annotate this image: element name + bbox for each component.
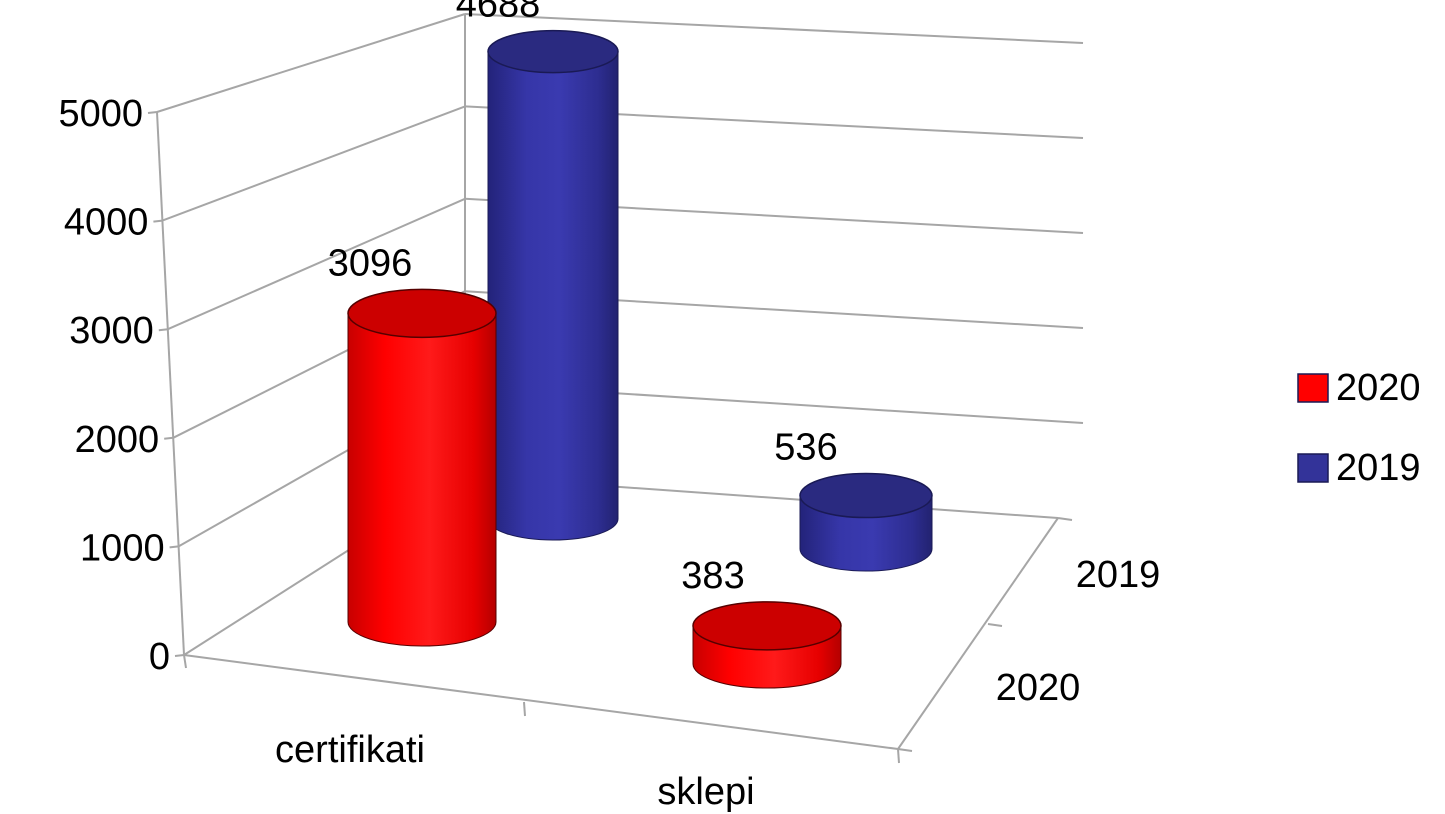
x-tick-mark	[897, 748, 900, 764]
gridline-side	[167, 197, 466, 331]
axis-ticks	[147, 111, 1073, 764]
x-tick-mark	[523, 701, 526, 717]
depth-tick-mark	[1057, 517, 1073, 521]
data-labels: 4688 536 3096 383	[328, 0, 838, 597]
left-axis-line	[156, 111, 185, 656]
bars	[347, 29, 933, 689]
data-label: 4688	[456, 0, 541, 26]
bar-cylinder-top	[347, 288, 497, 339]
y-tick-mark	[158, 328, 168, 332]
legend-label: 2020	[1336, 367, 1421, 409]
floor-front-edge	[183, 654, 899, 750]
floor-right-edge	[897, 517, 1059, 750]
x-tick-mark	[183, 654, 187, 669]
y-tick-label: 2000	[75, 419, 160, 461]
y-tick-mark	[164, 436, 174, 440]
category-label: sklepi	[657, 771, 754, 813]
bar-cylinder-top	[799, 472, 933, 519]
gridline-back	[464, 13, 1084, 44]
legend-swatch	[1297, 373, 1329, 403]
depth-tick-mark	[897, 748, 913, 752]
y-tick-label: 3000	[69, 310, 154, 352]
bar-cylinder-top	[692, 601, 842, 651]
legend-label: 2019	[1336, 447, 1421, 489]
y-tick-label: 0	[149, 636, 170, 678]
data-label: 536	[774, 427, 837, 469]
data-label: 3096	[328, 242, 413, 284]
bar-cylinder-body	[347, 312, 497, 647]
gridlines	[156, 13, 1084, 548]
depth-axis-label: 2020	[996, 667, 1081, 709]
y-axis-tick-labels: 0 1000 2000 3000 4000 5000	[58, 93, 170, 678]
legend: 2020 2019	[1297, 367, 1421, 489]
legend-swatch	[1297, 453, 1329, 483]
category-label: certifikati	[275, 729, 425, 771]
category-labels: certifikati sklepi	[275, 729, 755, 813]
y-tick-label: 1000	[80, 527, 165, 569]
y-tick-label: 5000	[58, 93, 143, 135]
data-label: 383	[681, 555, 744, 597]
y-tick-mark	[169, 545, 179, 549]
y-tick-mark	[147, 111, 158, 114]
gridline-side	[162, 105, 466, 222]
gridline-side	[156, 13, 466, 113]
bar-cylinder-body	[487, 51, 619, 541]
depth-tick-mark	[987, 623, 1003, 627]
depth-axis-label: 2019	[1076, 554, 1161, 596]
bar-cylinder-top	[487, 29, 619, 74]
y-tick-mark	[174, 654, 185, 657]
y-tick-label: 4000	[64, 202, 149, 244]
y-tick-mark	[153, 219, 163, 223]
depth-axis-labels: 2020 2019	[996, 554, 1161, 709]
